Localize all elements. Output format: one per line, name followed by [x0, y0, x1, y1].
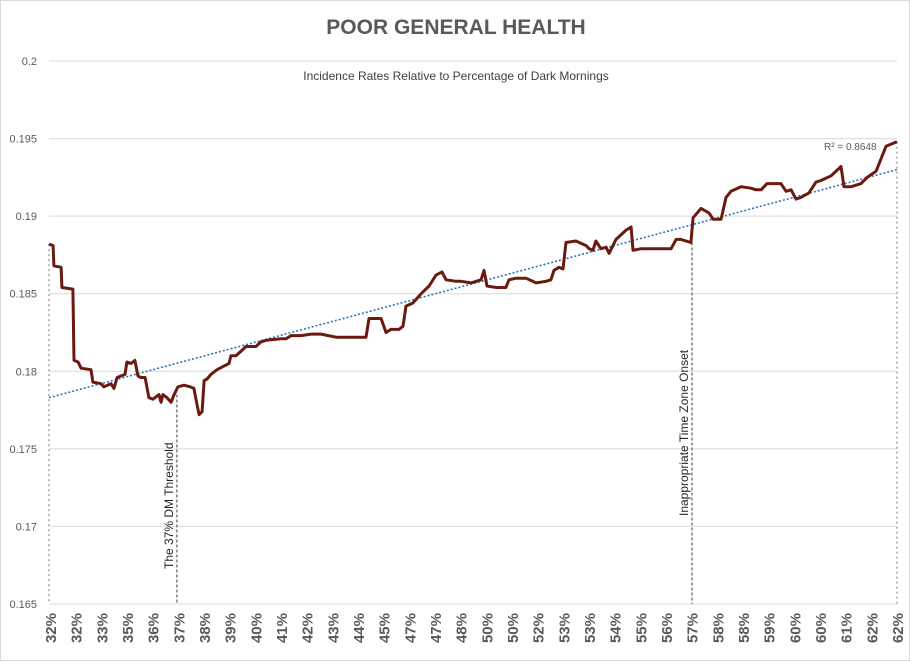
- x-tick-label: 50%: [479, 613, 496, 643]
- y-tick-label: 0.185: [9, 289, 37, 301]
- x-tick-label: 38%: [197, 613, 214, 643]
- x-tick-label: 53%: [582, 613, 599, 643]
- x-tick-label: 50%: [505, 613, 522, 643]
- x-tick-label: 43%: [325, 613, 342, 643]
- annotation-label: Inappropriate Time Zone Onset: [677, 349, 691, 516]
- x-tick-label: 42%: [300, 613, 317, 643]
- x-tick-label: 53%: [556, 613, 573, 643]
- x-tick-label: 54%: [608, 613, 625, 643]
- x-tick-label: 61%: [839, 613, 856, 643]
- x-tick-label: 60%: [813, 613, 830, 643]
- annotation-label: The 37% DM Threshold: [162, 442, 176, 569]
- x-tick-label: 32%: [43, 613, 60, 643]
- x-tick-label: 47%: [428, 613, 445, 643]
- y-tick-label: 0.165: [9, 599, 37, 611]
- x-tick-label: 33%: [94, 613, 111, 643]
- x-tick-label: 48%: [454, 613, 471, 643]
- x-tick-label: 37%: [171, 613, 188, 643]
- x-tick-label: 52%: [531, 613, 548, 643]
- y-tick-label: 0.175: [9, 444, 37, 456]
- x-tick-label: 36%: [146, 613, 163, 643]
- x-tick-label: 47%: [402, 613, 419, 643]
- x-tick-label: 57%: [685, 613, 702, 643]
- y-tick-label: 0.2: [22, 56, 37, 68]
- series-line: [49, 142, 897, 415]
- x-tick-label: 32%: [69, 613, 86, 643]
- x-tick-label: 62%: [890, 613, 907, 643]
- x-tick-label: 56%: [659, 613, 676, 643]
- x-tick-label: 39%: [223, 613, 240, 643]
- x-tick-label: 58%: [736, 613, 753, 643]
- x-tick-label: 60%: [787, 613, 804, 643]
- x-tick-label: 41%: [274, 613, 291, 643]
- chart-subtitle: Incidence Rates Relative to Percentage o…: [303, 69, 609, 83]
- x-tick-label: 59%: [762, 613, 779, 643]
- x-tick-label: 35%: [120, 613, 137, 643]
- y-tick-label: 0.195: [9, 134, 37, 146]
- y-tick-label: 0.17: [16, 521, 37, 533]
- chart-title: POOR GENERAL HEALTH: [326, 16, 585, 39]
- x-tick-label: 40%: [248, 613, 265, 643]
- x-tick-label: 58%: [710, 613, 727, 643]
- x-tick-label: 55%: [633, 613, 650, 643]
- x-tick-label: 62%: [864, 613, 881, 643]
- y-tick-label: 0.19: [16, 211, 37, 223]
- y-tick-label: 0.18: [16, 366, 37, 378]
- x-tick-label: 45%: [377, 613, 394, 643]
- r-squared-label: R² = 0.8648: [824, 142, 877, 153]
- x-tick-label: 44%: [351, 613, 368, 643]
